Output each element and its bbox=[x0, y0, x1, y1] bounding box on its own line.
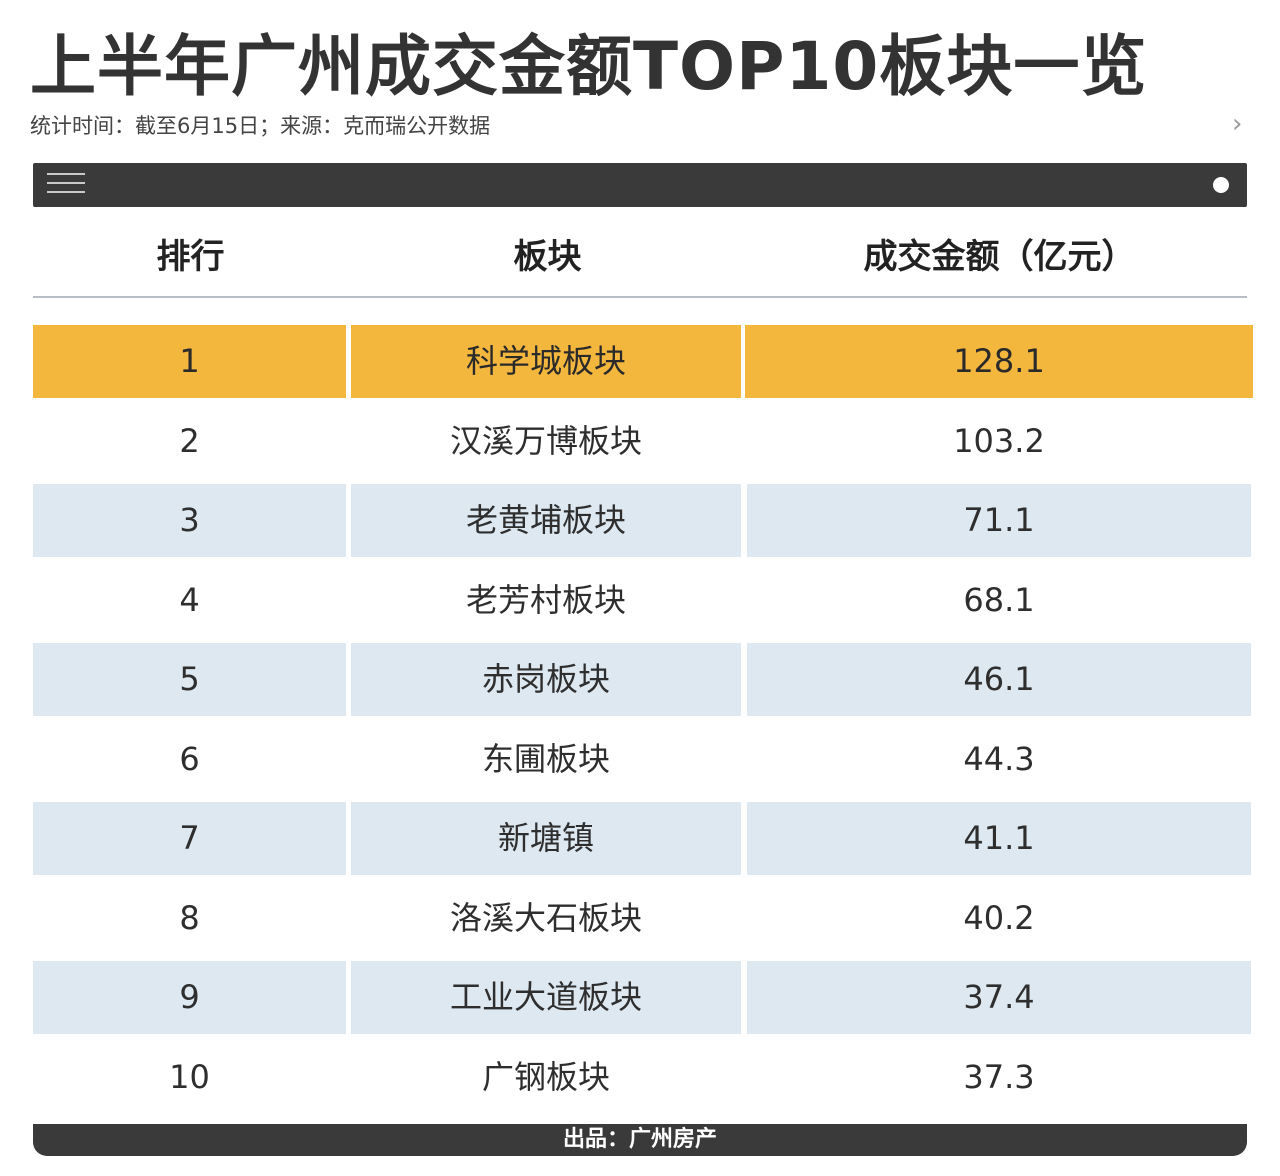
area-cell: 新塘镇 bbox=[351, 802, 741, 875]
rank-cell: 4 bbox=[179, 580, 200, 619]
amount-cell: 68.1 bbox=[963, 580, 1035, 619]
dot-icon[interactable] bbox=[1213, 177, 1229, 193]
amount-cell: 40.2 bbox=[963, 898, 1035, 937]
amount-cell: 103.2 bbox=[953, 421, 1045, 460]
amount-cell: 128.1 bbox=[745, 325, 1253, 398]
table-row: 5 赤岗板块 46.1 bbox=[33, 642, 1253, 722]
table-row: 9 工业大道板块 37.4 bbox=[33, 960, 1253, 1040]
menu-icon[interactable] bbox=[47, 173, 85, 197]
amount-cell: 37.4 bbox=[747, 961, 1251, 1034]
amount-cell: 37.3 bbox=[963, 1057, 1035, 1096]
rank-cell: 9 bbox=[33, 961, 346, 1034]
rank-cell: 3 bbox=[33, 484, 346, 557]
rank-cell: 8 bbox=[179, 898, 200, 937]
column-header-area: 板块 bbox=[513, 237, 582, 277]
rank-cell: 2 bbox=[179, 421, 200, 460]
area-cell: 老黄埔板块 bbox=[351, 484, 741, 557]
area-cell: 东圃板块 bbox=[481, 739, 610, 778]
area-cell: 工业大道板块 bbox=[351, 961, 741, 1034]
amount-cell: 46.1 bbox=[747, 643, 1251, 716]
rank-cell: 7 bbox=[33, 802, 346, 875]
column-header-rank: 排行 bbox=[156, 237, 225, 277]
column-header-amount: 成交金额（亿元） bbox=[863, 237, 1136, 277]
table-row: 1 科学城板块 128.1 bbox=[33, 324, 1253, 404]
table-row: 3 老黄埔板块 71.1 bbox=[33, 483, 1253, 563]
footer-credit: 出品：广州房产 bbox=[33, 1124, 1247, 1156]
amount-cell: 71.1 bbox=[747, 484, 1251, 557]
top-toolbar bbox=[33, 163, 1247, 207]
table-header: 排行 板块 成交金额（亿元） bbox=[33, 218, 1247, 298]
rank-cell: 10 bbox=[169, 1057, 210, 1096]
area-cell: 广钢板块 bbox=[481, 1057, 610, 1096]
table-row: 7 新塘镇 41.1 bbox=[33, 801, 1253, 881]
table-row: 10 广钢板块 37.3 bbox=[33, 1040, 1253, 1120]
chevron-right-icon[interactable]: › bbox=[1232, 109, 1243, 139]
amount-cell: 44.3 bbox=[963, 739, 1035, 778]
area-cell: 科学城板块 bbox=[351, 325, 741, 398]
area-cell: 洛溪大石板块 bbox=[449, 898, 642, 937]
table-row: 4 老芳村板块 68.1 bbox=[33, 563, 1253, 643]
area-cell: 老芳村板块 bbox=[465, 580, 626, 619]
area-cell: 赤岗板块 bbox=[351, 643, 741, 716]
rank-cell: 6 bbox=[179, 739, 200, 778]
table-row: 8 洛溪大石板块 40.2 bbox=[33, 881, 1253, 961]
area-cell: 汉溪万博板块 bbox=[449, 421, 642, 460]
rank-cell: 1 bbox=[33, 325, 346, 398]
amount-cell: 41.1 bbox=[747, 802, 1251, 875]
table-body: 1 科学城板块 128.1 2 汉溪万博板块 103.2 3 老黄埔板块 71.… bbox=[33, 324, 1253, 1119]
page-title: 上半年广州成交金额TOP10板块一览 bbox=[30, 28, 1148, 105]
table-row: 6 东圃板块 44.3 bbox=[33, 722, 1253, 802]
table-row: 2 汉溪万博板块 103.2 bbox=[33, 404, 1253, 484]
source-note: 统计时间：截至6月15日；来源：克而瑞公开数据 bbox=[30, 114, 491, 138]
rank-cell: 5 bbox=[33, 643, 346, 716]
